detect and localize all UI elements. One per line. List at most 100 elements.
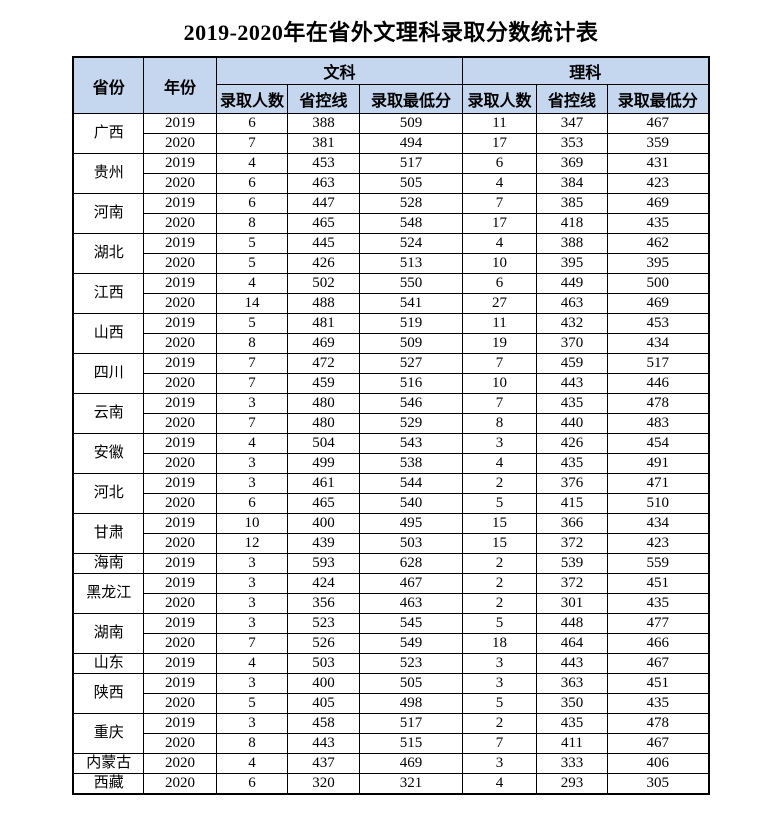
arts-control-line-cell: 461: [286, 473, 360, 494]
header-group-row: 省份 年份 文科 理科: [72, 56, 709, 114]
science-control-line-cell: 395: [536, 253, 608, 274]
science-min-score-cell: 451: [607, 673, 709, 694]
arts-min-score-cell: 549: [358, 633, 464, 654]
arts-control-line-cell: 447: [286, 193, 360, 214]
table-body: 广西 2019 6 388 509 11 347 467 2020 7 381 494 17 353 359…: [72, 113, 709, 795]
science-min-score-cell: 462: [607, 233, 709, 254]
arts-min-score-cell: 519: [358, 313, 464, 334]
arts-min-score-cell: 545: [358, 613, 464, 634]
arts-min-score-cell: 463: [358, 593, 464, 614]
arts-min-score-cell: 515: [358, 733, 464, 754]
table-row: 四川 2019 7 472 527 7 459 517: [72, 353, 709, 394]
arts-min-score-cell: 529: [358, 413, 464, 434]
arts-control-line-cell: 463: [286, 173, 360, 194]
science-admit-count-cell: 4: [462, 173, 537, 194]
science-min-score-cell: 478: [607, 393, 709, 414]
year-cell: 2020: [142, 593, 217, 614]
year-cell: 2020: [142, 533, 217, 554]
science-control-line-cell: 415: [536, 493, 608, 514]
science-control-line-cell: 370: [536, 333, 608, 354]
arts-min-score-cell: 516: [358, 373, 464, 394]
arts-admit-count-cell: 6: [215, 773, 288, 795]
table-row: 贵州 2019 4 453 517 6 369 431: [72, 153, 709, 194]
arts-admit-count-cell: 5: [215, 693, 288, 714]
science-min-score-cell: 469: [607, 293, 709, 314]
arts-admit-count-cell: 14: [215, 293, 288, 314]
science-min-score-cell: 431: [607, 153, 709, 174]
table-row: 江西 2019 4 502 550 6 449 500: [72, 273, 709, 314]
province-cell: 江西: [72, 273, 144, 314]
science-control-line-cell: 411: [536, 733, 608, 754]
table-row: 2020 8 469 509 19 370 434: [73, 333, 709, 354]
science-control-line-cell: 448: [536, 613, 608, 634]
arts-min-score-cell: 505: [358, 173, 464, 194]
year-cell: 2020: [142, 333, 217, 354]
arts-min-score-cell: 509: [358, 113, 464, 134]
science-control-line-cell: 440: [536, 413, 608, 434]
science-control-line-cell: 463: [536, 293, 608, 314]
arts-admit-count-cell: 3: [215, 593, 288, 614]
header-arts-control-line: 省控线: [286, 84, 360, 114]
science-admit-count-cell: 2: [462, 593, 537, 614]
science-admit-count-cell: 4: [462, 773, 537, 795]
arts-control-line-cell: 443: [286, 733, 360, 754]
year-cell: 2019: [142, 233, 217, 254]
year-cell: 2020: [142, 633, 217, 654]
science-admit-count-cell: 3: [462, 673, 537, 694]
scores-table: 省份 年份 文科 理科 录取人数 省控线 录取最低分 录取人数 省控线 录取最低…: [72, 56, 710, 795]
province-cell: 海南: [72, 553, 144, 574]
science-admit-count-cell: 8: [462, 413, 537, 434]
table-row: 黑龙江 2019 3 424 467 2 372 451: [72, 573, 709, 614]
science-control-line-cell: 443: [536, 373, 608, 394]
science-min-score-cell: 435: [607, 593, 709, 614]
table-row: 2020 3 499 538 4 435 491: [73, 453, 709, 474]
science-admit-count-cell: 27: [462, 293, 537, 314]
year-cell: 2019: [142, 273, 217, 294]
arts-control-line-cell: 426: [286, 253, 360, 274]
year-cell: 2019: [142, 513, 217, 534]
arts-admit-count-cell: 6: [215, 113, 288, 134]
arts-control-line-cell: 481: [286, 313, 360, 334]
science-min-score-cell: 466: [607, 633, 709, 654]
arts-min-score-cell: 498: [358, 693, 464, 714]
arts-control-line-cell: 458: [286, 713, 360, 734]
table-row: 2020 8 443 515 7 411 467: [73, 733, 709, 754]
science-min-score-cell: 406: [607, 753, 709, 774]
arts-min-score-cell: 541: [358, 293, 464, 314]
province-cell: 贵州: [72, 153, 144, 194]
arts-control-line-cell: 424: [286, 573, 360, 594]
table-row: 湖南 2019 3 523 545 5 448 477: [72, 613, 709, 654]
arts-min-score-cell: 544: [358, 473, 464, 494]
science-admit-count-cell: 3: [462, 653, 537, 674]
year-cell: 2019: [142, 713, 217, 734]
arts-min-score-cell: 546: [358, 393, 464, 414]
science-min-score-cell: 453: [607, 313, 709, 334]
science-min-score-cell: 435: [607, 693, 709, 714]
year-cell: 2020: [142, 133, 217, 154]
science-admit-count-cell: 17: [462, 133, 537, 154]
science-control-line-cell: 353: [536, 133, 608, 154]
arts-admit-count-cell: 6: [215, 493, 288, 514]
science-control-line-cell: 418: [536, 213, 608, 234]
science-min-score-cell: 446: [607, 373, 709, 394]
science-admit-count-cell: 2: [462, 473, 537, 494]
arts-control-line-cell: 469: [286, 333, 360, 354]
arts-admit-count-cell: 7: [215, 373, 288, 394]
year-cell: 2020: [142, 753, 217, 774]
table-row: 2020 6 463 505 4 384 423: [73, 173, 709, 194]
science-min-score-cell: 491: [607, 453, 709, 474]
science-min-score-cell: 395: [607, 253, 709, 274]
arts-min-score-cell: 550: [358, 273, 464, 294]
science-admit-count-cell: 2: [462, 553, 537, 574]
arts-admit-count-cell: 5: [215, 313, 288, 334]
year-cell: 2020: [142, 213, 217, 234]
science-control-line-cell: 459: [536, 353, 608, 374]
science-admit-count-cell: 6: [462, 153, 537, 174]
province-cell: 安徽: [72, 433, 144, 474]
arts-control-line-cell: 388: [286, 113, 360, 134]
science-admit-count-cell: 6: [462, 273, 537, 294]
page-title: 2019-2020年在省外文理科录取分数统计表: [183, 20, 599, 45]
arts-min-score-cell: 469: [358, 753, 464, 774]
table-row: 2020 14 488 541 27 463 469: [73, 293, 709, 314]
